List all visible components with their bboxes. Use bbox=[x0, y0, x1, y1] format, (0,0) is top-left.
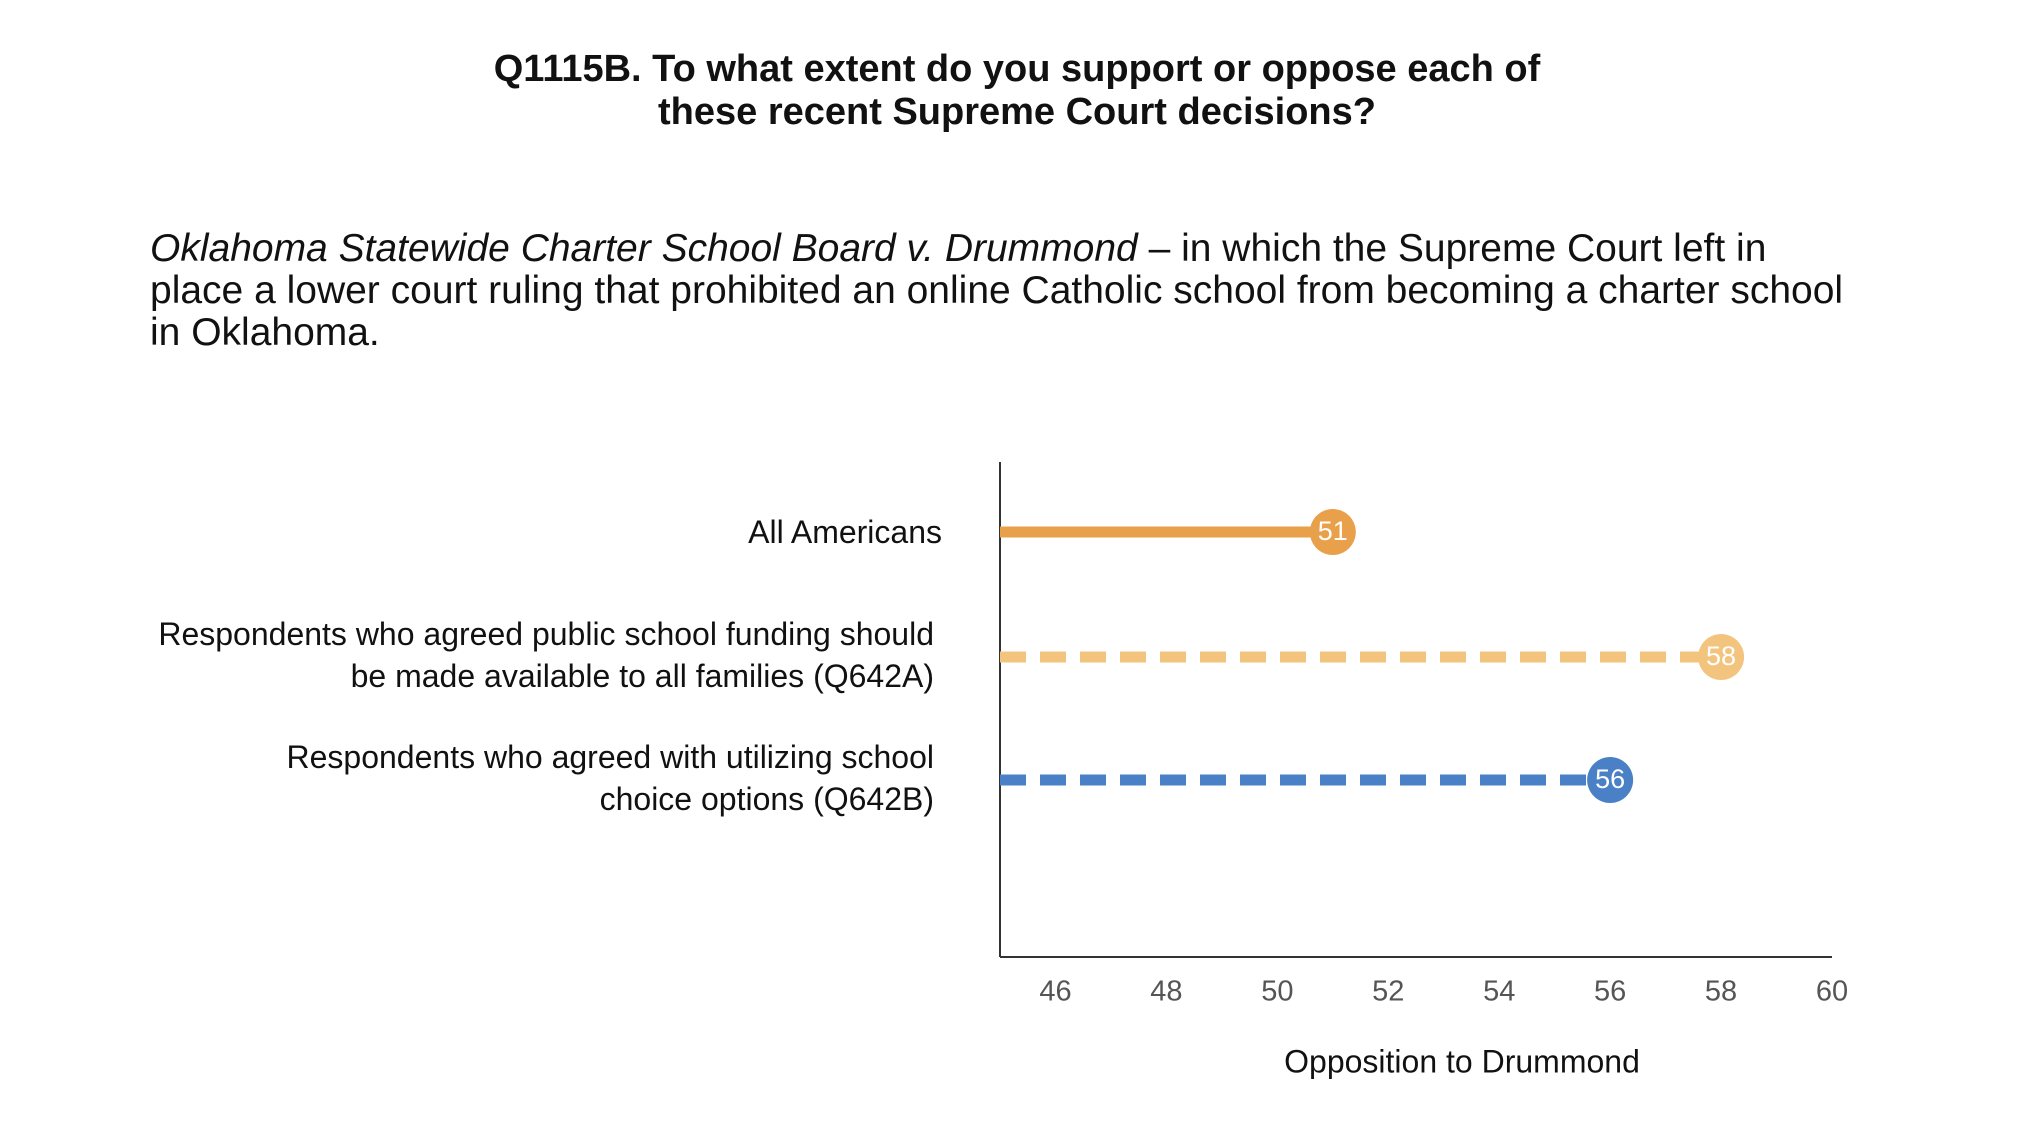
case-name: Oklahoma Statewide Charter School Board … bbox=[150, 227, 1138, 270]
data-label: 58 bbox=[1706, 641, 1736, 671]
dot bbox=[1587, 757, 1634, 803]
category-label: Respondents who agreed with utilizing sc… bbox=[286, 739, 935, 817]
x-tick-label: 60 bbox=[1816, 976, 1848, 1008]
category-label: Respondents who agreed public school fun… bbox=[158, 616, 934, 694]
x-tick-label: 54 bbox=[1483, 976, 1515, 1008]
dot bbox=[1698, 634, 1745, 680]
data-label: 56 bbox=[1595, 764, 1625, 794]
chart-title: Q1115B. To what extent do you support or… bbox=[494, 48, 1541, 90]
x-tick-label: 50 bbox=[1261, 976, 1293, 1008]
x-tick-label: 48 bbox=[1150, 976, 1182, 1008]
dot bbox=[1309, 509, 1356, 555]
category-label: All Americans bbox=[748, 514, 942, 550]
description: – in which the Supreme Court left in pla… bbox=[150, 227, 1844, 354]
subtitle: Oklahoma Statewide Charter School Board … bbox=[150, 228, 1870, 354]
x-axis-label: Opposition to Drummond bbox=[1284, 1043, 1640, 1079]
chart-title: these recent Supreme Court decisions? bbox=[658, 91, 1376, 133]
x-tick-label: 46 bbox=[1039, 976, 1071, 1008]
x-tick-label: 52 bbox=[1372, 976, 1404, 1008]
x-tick-label: 56 bbox=[1594, 976, 1626, 1008]
x-tick-label: 58 bbox=[1705, 976, 1737, 1008]
data-label: 51 bbox=[1318, 516, 1348, 546]
